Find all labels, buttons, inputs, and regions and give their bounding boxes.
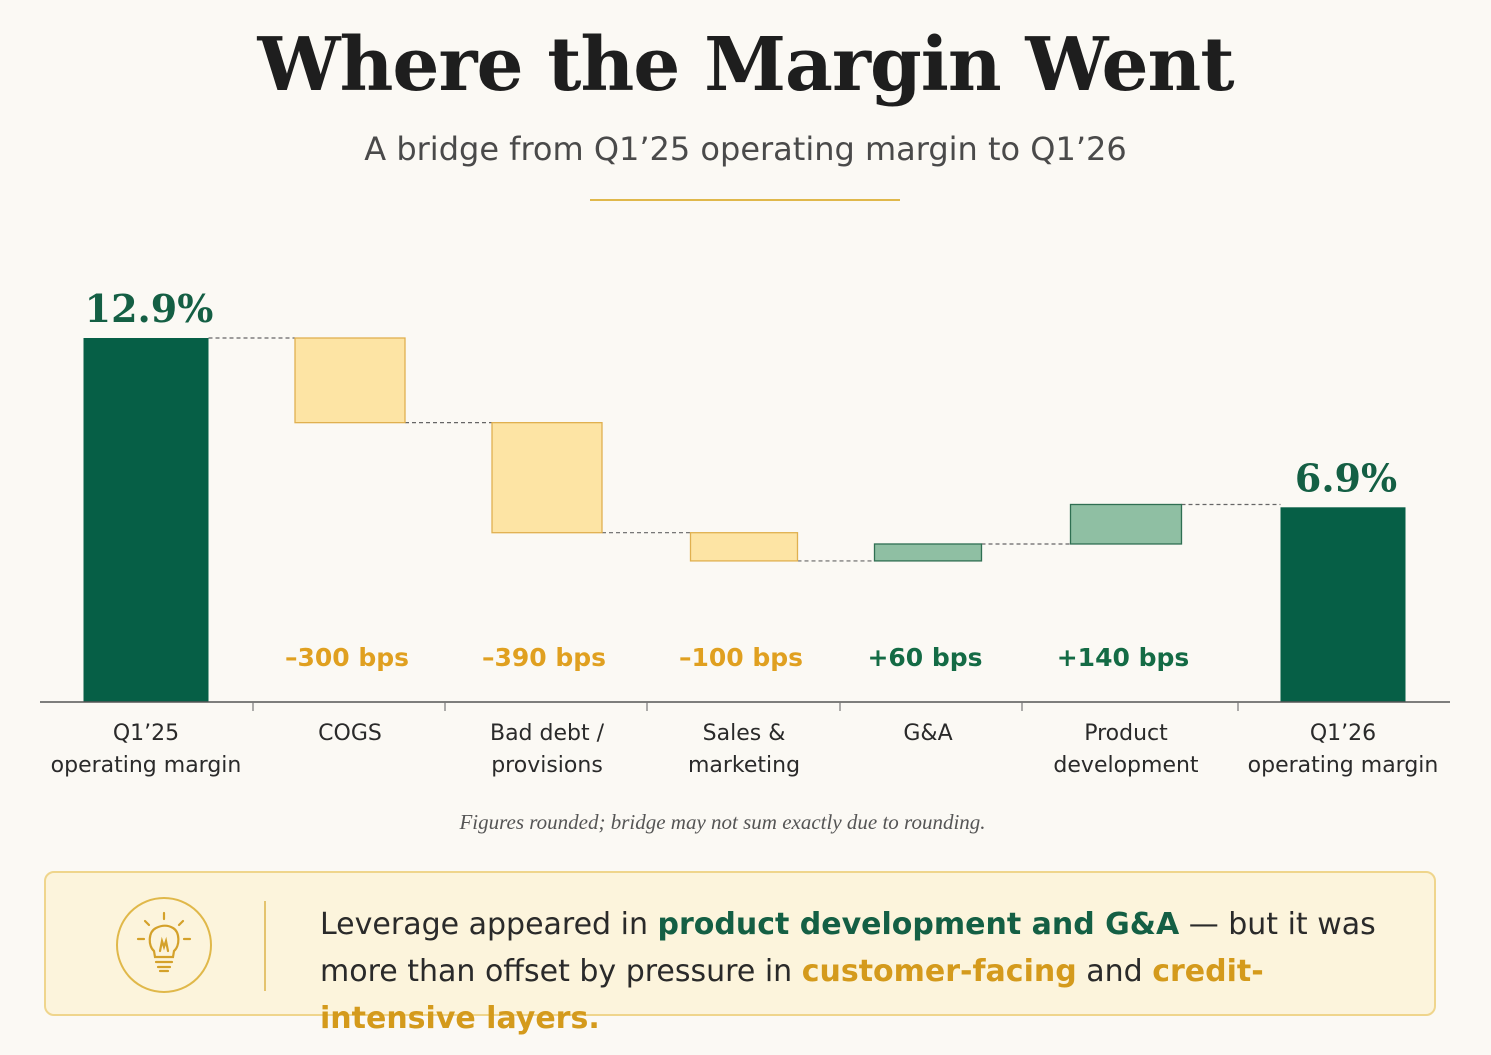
bar-6 bbox=[1280, 507, 1406, 702]
highlight-credit-intensive: credit-intensive layers. bbox=[320, 954, 1264, 1036]
category-label-1: COGS bbox=[318, 721, 382, 746]
bar-0 bbox=[83, 338, 209, 702]
chart-subtitle: A bridge from Q1’25 operating margin to … bbox=[364, 130, 1127, 168]
footnote: Figures rounded; bridge may not sum exac… bbox=[459, 810, 986, 834]
highlight-leverage: product development and G&A bbox=[657, 907, 1180, 942]
chart-title: Where the Margin Went bbox=[257, 22, 1234, 108]
bar-4 bbox=[873, 543, 983, 562]
value-label-2: –390 bps bbox=[482, 643, 606, 672]
lightbulb-icon bbox=[116, 897, 212, 993]
value-label-1: –300 bps bbox=[285, 643, 409, 672]
category-label-4: G&A bbox=[903, 721, 952, 746]
highlight-customer-facing: customer-facing bbox=[801, 954, 1077, 989]
bar-1 bbox=[294, 337, 406, 424]
bar-5 bbox=[1069, 503, 1183, 545]
category-label-5: development bbox=[1053, 753, 1199, 778]
category-label-6: operating margin bbox=[1248, 753, 1439, 778]
insight-callout: Leverage appeared in product development… bbox=[44, 871, 1436, 1036]
category-label-6: Q1’26 bbox=[1310, 721, 1376, 746]
value-label-3: –100 bps bbox=[679, 643, 803, 672]
value-label-0: 12.9% bbox=[85, 286, 214, 331]
category-label-2: Bad debt / bbox=[490, 721, 605, 746]
category-label-0: Q1’25 bbox=[113, 721, 179, 746]
category-label-5: Product bbox=[1084, 721, 1168, 746]
callout-text: Leverage appeared in product development… bbox=[320, 907, 1376, 1036]
category-label-3: marketing bbox=[688, 753, 800, 778]
waterfall-chart: 12.9% Q1’25 operating margin –300 bps COGS –3… bbox=[40, 286, 1450, 778]
category-label-3: Sales & bbox=[703, 721, 786, 746]
title-underline bbox=[590, 199, 900, 201]
bar-2 bbox=[491, 422, 603, 534]
value-label-6: 6.9% bbox=[1295, 455, 1397, 500]
category-label-2: provisions bbox=[491, 753, 603, 778]
value-label-4: +60 bps bbox=[867, 643, 982, 672]
callout-divider bbox=[264, 901, 266, 991]
bar-3 bbox=[689, 532, 799, 562]
category-label-0: operating margin bbox=[51, 753, 242, 778]
value-label-5: +140 bps bbox=[1057, 643, 1190, 672]
